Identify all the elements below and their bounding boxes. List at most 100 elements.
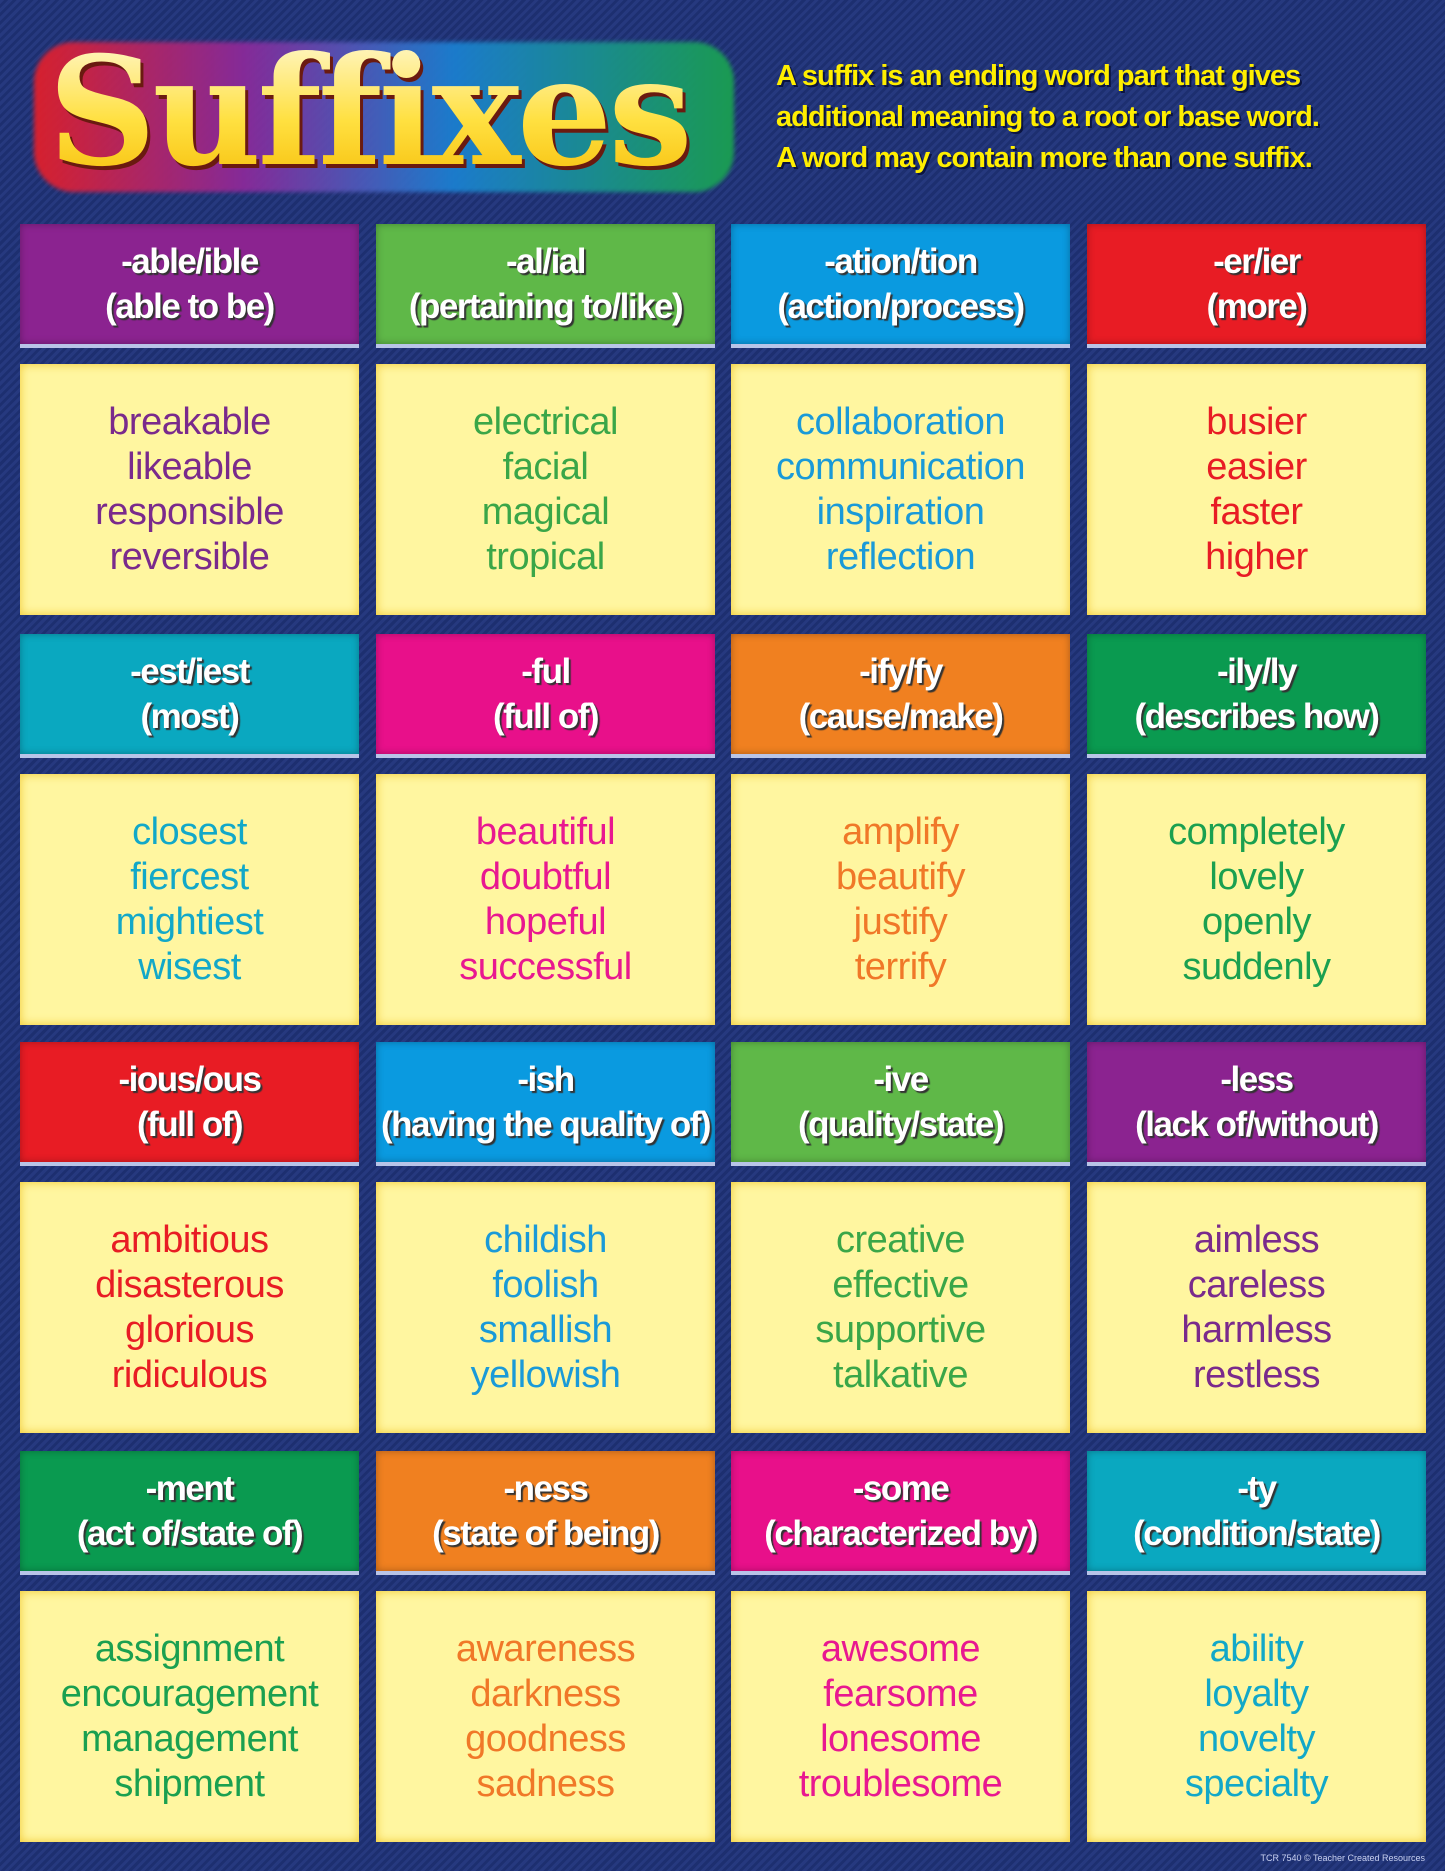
- suffix-meaning: (full of): [136, 1105, 244, 1144]
- example-word: fearsome: [823, 1672, 978, 1715]
- suffix-card: -al/ial (pertaining to/like) electrical f…: [376, 224, 715, 615]
- example-word: wisest: [138, 945, 241, 988]
- suffix-card: -able/ible (able to be) breakable likeabl…: [20, 224, 359, 615]
- example-word: electrical: [473, 400, 618, 443]
- example-word: suddenly: [1182, 945, 1331, 988]
- example-word: lovely: [1209, 855, 1304, 898]
- example-word: supportive: [815, 1308, 986, 1351]
- example-word: justify: [853, 900, 948, 943]
- suffix-header: -some (characterized by): [731, 1451, 1070, 1575]
- example-word: glorious: [124, 1308, 255, 1351]
- suffix-card: -ily/ly (describes how) completely lovely…: [1087, 634, 1426, 1025]
- suffix-meaning: (quality/state): [797, 1105, 1005, 1144]
- example-words: assignment encouragement management shipmen…: [20, 1591, 359, 1842]
- example-word: aimless: [1193, 1218, 1320, 1261]
- suffix-label: -er/ier: [1213, 242, 1301, 281]
- example-words: awareness darkness goodness sadness: [376, 1591, 715, 1842]
- suffix-card: -er/ier (more) busier easier faster higher: [1087, 224, 1426, 615]
- example-word: faster: [1210, 490, 1303, 533]
- description-line: A word may contain more than one suffix.: [776, 142, 1313, 174]
- example-word: darkness: [470, 1672, 621, 1715]
- suffix-header: -ious/ous (full of): [20, 1042, 359, 1166]
- suffix-label: -ily/ly: [1217, 652, 1297, 691]
- suffix-meaning: (lack of/without): [1135, 1105, 1379, 1144]
- example-words: creative effective supportive talkative: [731, 1182, 1070, 1433]
- example-word: closest: [132, 810, 247, 853]
- example-word: effective: [832, 1263, 969, 1306]
- example-word: fiercest: [130, 855, 249, 898]
- suffix-card: -some (characterized by) awesome fearsome…: [731, 1451, 1070, 1842]
- suffix-label: -ish: [517, 1060, 575, 1099]
- suffix-card: -ful (full of) beautiful doubtful hopeful s…: [376, 634, 715, 1025]
- example-word: breakable: [108, 400, 271, 443]
- example-words: ability loyalty novelty specialty: [1087, 1591, 1426, 1842]
- suffix-meaning: (condition/state): [1133, 1514, 1381, 1553]
- example-word: assignment: [94, 1627, 285, 1670]
- suffix-header: -ish (having the quality of): [376, 1042, 715, 1166]
- example-word: beautiful: [475, 810, 616, 853]
- suffix-header: -ation/tion (action/process): [731, 224, 1070, 348]
- suffix-label: -al/ial: [506, 242, 586, 281]
- example-words: beautiful doubtful hopeful successful: [376, 774, 715, 1025]
- example-word: encouragement: [60, 1672, 319, 1715]
- example-word: responsible: [95, 490, 284, 533]
- suffix-meaning: (cause/make): [798, 697, 1004, 736]
- example-word: awesome: [820, 1627, 981, 1670]
- example-word: communication: [775, 445, 1026, 488]
- suffix-label: -ation/tion: [824, 242, 978, 281]
- suffix-header: -ive (quality/state): [731, 1042, 1070, 1166]
- suffix-card: -ness (state of being) awareness darkness…: [376, 1451, 715, 1842]
- suffix-header: -er/ier (more): [1087, 224, 1426, 348]
- description: A suffix is an ending word part that giv…: [776, 56, 1436, 179]
- suffix-header: -al/ial (pertaining to/like): [376, 224, 715, 348]
- title-rainbow-backdrop: [34, 42, 734, 192]
- suffix-meaning: (state of being): [432, 1514, 660, 1553]
- suffix-header: -est/iest (most): [20, 634, 359, 758]
- example-word: talkative: [833, 1353, 968, 1396]
- example-word: higher: [1205, 535, 1308, 578]
- example-word: ambitious: [110, 1218, 269, 1261]
- example-word: ridiculous: [111, 1353, 268, 1396]
- example-word: awareness: [455, 1627, 636, 1670]
- example-word: creative: [835, 1218, 966, 1261]
- suffix-label: -ness: [503, 1469, 589, 1508]
- suffix-label: -able/ible: [121, 242, 259, 281]
- suffix-card: -ty (condition/state) ability loyalty nove…: [1087, 1451, 1426, 1842]
- suffix-label: -some: [852, 1469, 950, 1508]
- example-word: sadness: [476, 1762, 615, 1805]
- suffix-card: -ment (act of/state of) assignment encour…: [20, 1451, 359, 1842]
- suffix-meaning: (having the quality of): [380, 1105, 712, 1144]
- example-word: management: [81, 1717, 298, 1760]
- example-word: openly: [1202, 900, 1311, 943]
- description-line: additional meaning to a root or base wor…: [776, 101, 1320, 133]
- suffix-label: -less: [1220, 1060, 1294, 1099]
- suffix-label: -ty: [1237, 1469, 1277, 1508]
- suffix-meaning: (describes how): [1134, 697, 1380, 736]
- example-word: likeable: [127, 445, 252, 488]
- suffix-card: -ive (quality/state) creative effective su…: [731, 1042, 1070, 1433]
- suffix-label: -ive: [873, 1060, 929, 1099]
- suffix-card: -ish (having the quality of) childish foo…: [376, 1042, 715, 1433]
- suffix-header: -less (lack of/without): [1087, 1042, 1426, 1166]
- example-word: completely: [1168, 810, 1345, 853]
- suffix-meaning: (characterized by): [764, 1514, 1038, 1553]
- example-words: electrical facial magical tropical: [376, 364, 715, 615]
- suffix-card: -ation/tion (action/process) collaborati…: [731, 224, 1070, 615]
- example-word: doubtful: [479, 855, 612, 898]
- suffix-header: -ty (condition/state): [1087, 1451, 1426, 1575]
- example-word: beautify: [835, 855, 966, 898]
- example-word: disasterous: [95, 1263, 284, 1306]
- example-word: goodness: [465, 1717, 626, 1760]
- example-word: busier: [1206, 400, 1307, 443]
- example-word: harmless: [1181, 1308, 1332, 1351]
- suffix-label: -est/iest: [130, 652, 250, 691]
- example-word: careless: [1187, 1263, 1326, 1306]
- suffix-meaning: (act of/state of): [76, 1514, 304, 1553]
- suffix-meaning: (action/process): [777, 287, 1025, 326]
- example-words: awesome fearsome lonesome troublesome: [731, 1591, 1070, 1842]
- suffix-meaning: (full of): [492, 697, 600, 736]
- example-word: ability: [1209, 1627, 1304, 1670]
- example-word: loyalty: [1204, 1672, 1309, 1715]
- suffix-header: -ify/fy (cause/make): [731, 634, 1070, 758]
- title-logo: Suffixes: [34, 24, 734, 200]
